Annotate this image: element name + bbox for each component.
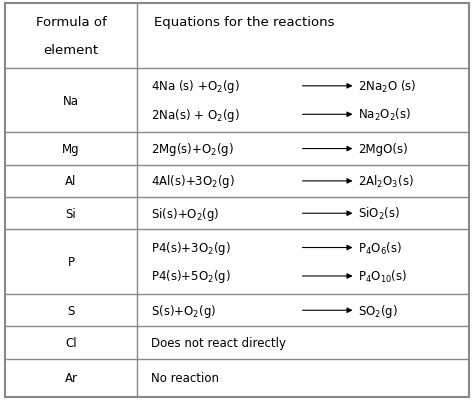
Text: 2Na$_2$O (s): 2Na$_2$O (s) xyxy=(358,79,416,95)
Text: Na: Na xyxy=(63,94,79,107)
Text: Equations for the reactions: Equations for the reactions xyxy=(154,16,334,28)
Text: Al: Al xyxy=(65,175,77,188)
Text: 2Na(s) + O$_2$(g): 2Na(s) + O$_2$(g) xyxy=(151,107,240,124)
Text: S: S xyxy=(67,304,74,317)
Text: Na$_2$O$_2$(s): Na$_2$O$_2$(s) xyxy=(358,107,411,123)
Text: P$_4$O$_6$(s): P$_4$O$_6$(s) xyxy=(358,240,402,256)
Text: Si: Si xyxy=(65,207,76,220)
Text: P: P xyxy=(67,255,74,269)
Text: Does not react directly: Does not react directly xyxy=(151,336,286,349)
Text: SO$_2$(g): SO$_2$(g) xyxy=(358,302,398,319)
Text: SiO$_2$(s): SiO$_2$(s) xyxy=(358,206,400,222)
Text: 2Al$_2$O$_3$(s): 2Al$_2$O$_3$(s) xyxy=(358,173,413,189)
Text: 2Mg(s)+O$_2$(g): 2Mg(s)+O$_2$(g) xyxy=(151,141,234,158)
Text: Formula of: Formula of xyxy=(36,16,106,28)
Text: 2MgO(s): 2MgO(s) xyxy=(358,143,408,156)
Text: P4(s)+5O$_2$(g): P4(s)+5O$_2$(g) xyxy=(151,268,231,285)
Text: P4(s)+3O$_2$(g): P4(s)+3O$_2$(g) xyxy=(151,239,231,256)
Text: 4Al(s)+3O$_2$(g): 4Al(s)+3O$_2$(g) xyxy=(151,173,235,190)
Text: 4Na (s) +O$_2$(g): 4Na (s) +O$_2$(g) xyxy=(151,78,240,95)
Text: element: element xyxy=(44,44,99,57)
Text: No reaction: No reaction xyxy=(151,371,219,385)
Text: Mg: Mg xyxy=(62,143,80,156)
Text: Ar: Ar xyxy=(64,371,77,385)
Text: S(s)+O$_2$(g): S(s)+O$_2$(g) xyxy=(151,302,216,319)
Text: Cl: Cl xyxy=(65,336,77,349)
Text: P$_4$O$_{10}$(s): P$_4$O$_{10}$(s) xyxy=(358,268,407,284)
Text: Si(s)+O$_2$(g): Si(s)+O$_2$(g) xyxy=(151,205,219,222)
